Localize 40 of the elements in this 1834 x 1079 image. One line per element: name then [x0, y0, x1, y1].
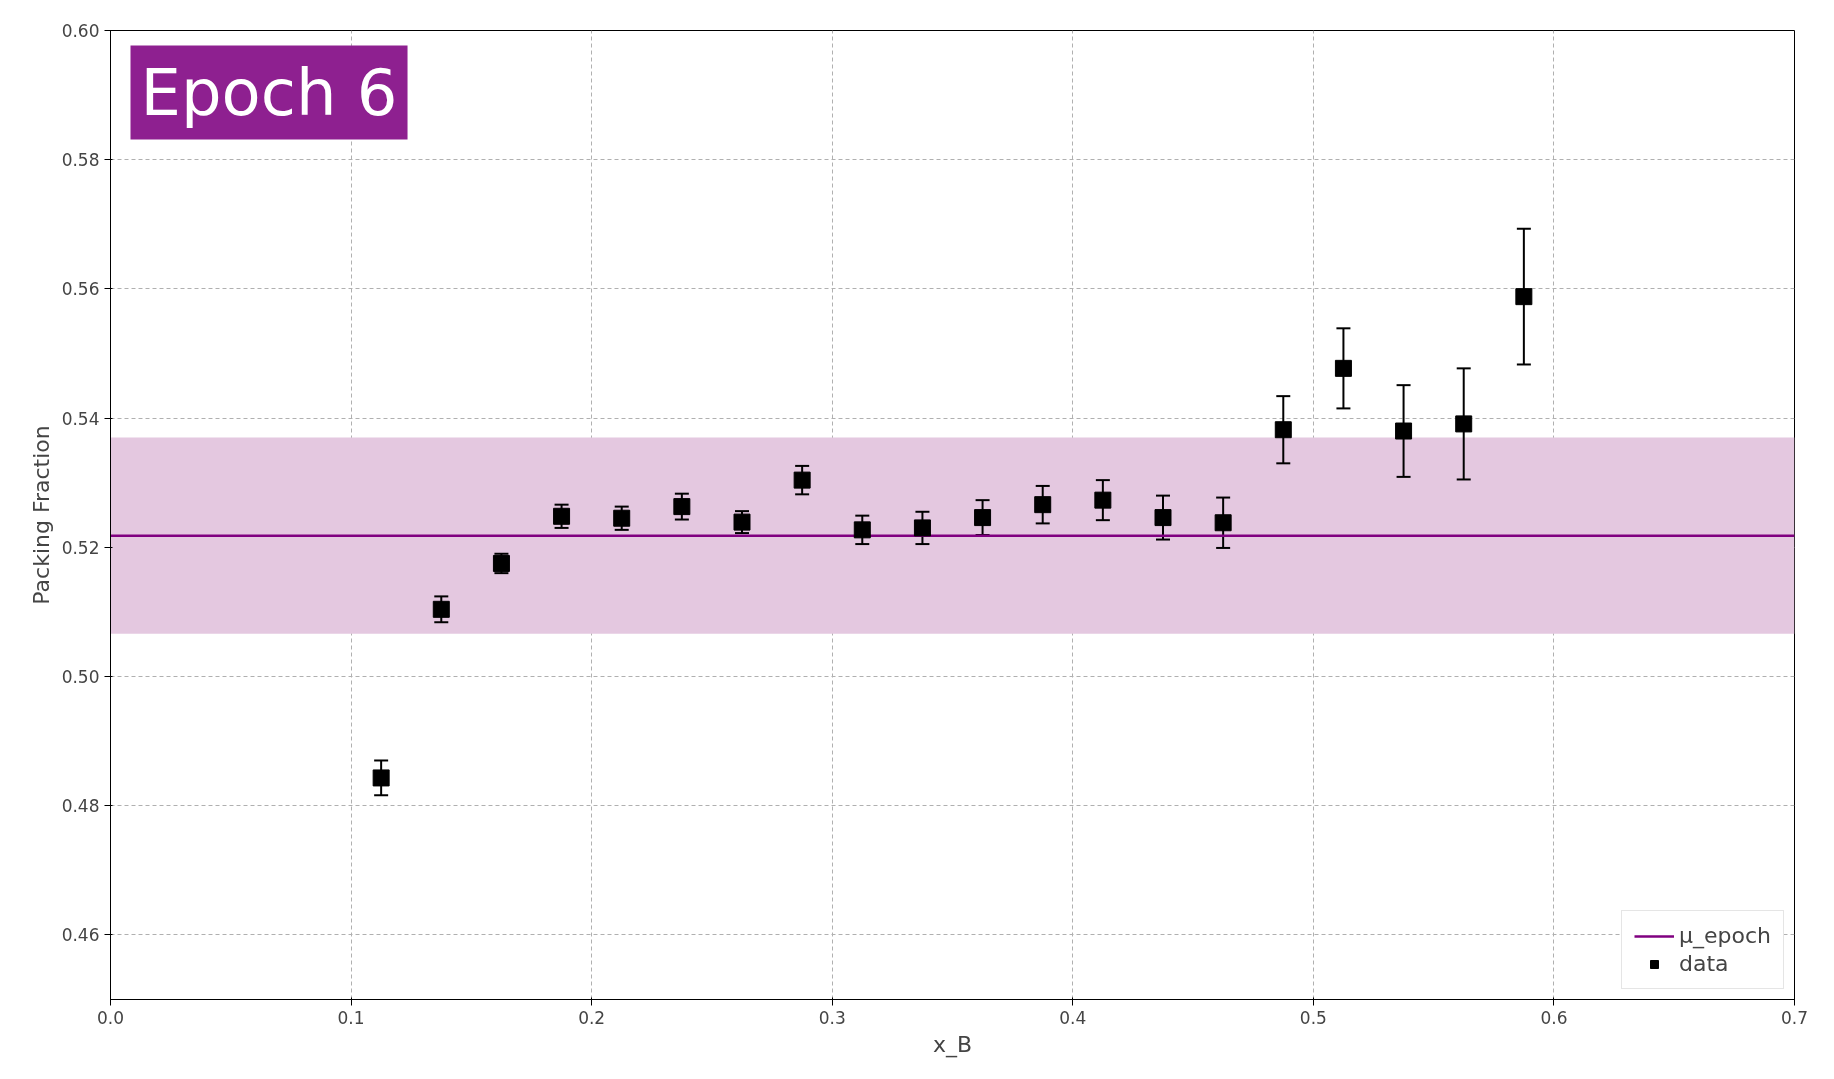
point	[853, 521, 871, 539]
y-tick-label: 0.54	[61, 408, 100, 429]
y-axis-title: Packing Fraction	[28, 425, 54, 605]
point	[793, 471, 811, 489]
x-tick-label: 0.5	[1299, 1007, 1327, 1028]
y-tick-label: 0.48	[61, 796, 100, 817]
x-tick-label: 0.0	[96, 1007, 125, 1028]
point	[613, 509, 631, 527]
y-tick-label: 0.52	[61, 537, 100, 558]
point	[1034, 496, 1052, 514]
point	[372, 769, 390, 787]
legend-label: data	[1679, 951, 1729, 976]
point	[1334, 359, 1352, 377]
point	[974, 509, 992, 527]
y-tick-label: 0.50	[61, 667, 100, 687]
x-tick-label: 0.4	[1059, 1007, 1087, 1028]
point	[913, 519, 931, 537]
x-tick-label: 0.3	[818, 1007, 846, 1028]
point	[1515, 288, 1533, 306]
x-tick-label: 0.1	[337, 1007, 365, 1028]
point	[553, 507, 571, 525]
y-tick-label: 0.46	[61, 925, 100, 946]
x-tick-label: 0.6	[1540, 1007, 1568, 1028]
x-axis-title: x_B	[932, 1031, 973, 1058]
annotation: Epoch 6	[140, 55, 398, 130]
point	[1455, 415, 1473, 433]
point	[1395, 422, 1413, 440]
point	[673, 498, 691, 516]
point	[1214, 514, 1232, 532]
point	[1094, 491, 1112, 509]
y-tick-label: 0.56	[61, 279, 100, 300]
y-tick-label: 0.60	[61, 21, 100, 41]
point	[1154, 509, 1172, 527]
point	[733, 513, 751, 531]
point	[432, 600, 450, 618]
x-tick-label: 0.2	[578, 1007, 606, 1028]
legend-label: μ_epoch	[1679, 923, 1771, 948]
y-tick-label: 0.58	[61, 150, 100, 171]
point	[1274, 421, 1292, 439]
x-tick-label: 0.7	[1780, 1007, 1809, 1028]
